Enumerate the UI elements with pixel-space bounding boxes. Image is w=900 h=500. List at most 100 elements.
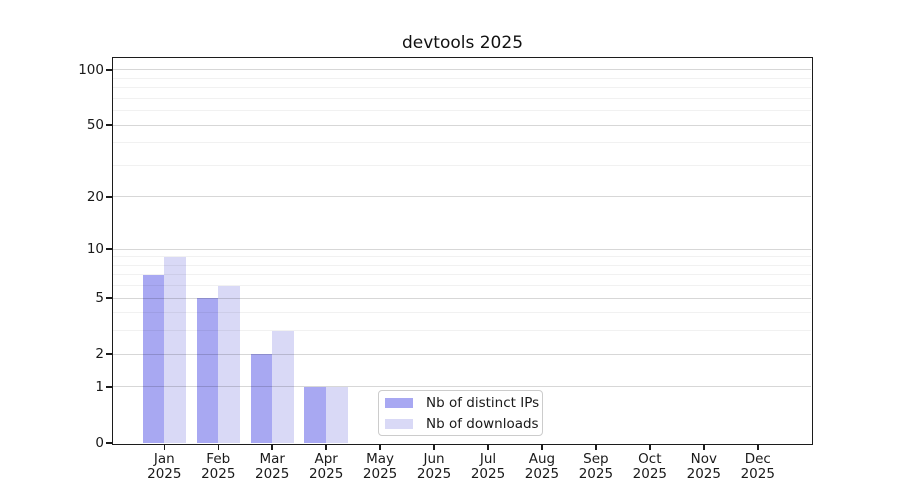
minor-gridline-30 bbox=[113, 164, 811, 166]
major-gridline-1 bbox=[113, 386, 811, 388]
major-gridline-2 bbox=[113, 353, 811, 355]
y-tick-label-10: 10 bbox=[86, 241, 104, 258]
legend-label-distinct-ips: Nb of distinct IPs bbox=[426, 394, 540, 411]
x-tick-month: Sep bbox=[583, 451, 609, 467]
x-tick-label-10: Oct 2025 bbox=[608, 452, 692, 482]
legend-item-distinct-ips: Nb of distinct IPs bbox=[385, 395, 539, 411]
bar-downloads-mar-2025 bbox=[272, 330, 294, 443]
x-tick-month: Aug bbox=[528, 451, 556, 467]
x-axis-tick-8 bbox=[541, 444, 543, 450]
x-tick-year: 2025 bbox=[201, 466, 236, 482]
x-tick-label-3: Mar 2025 bbox=[230, 452, 314, 482]
x-tick-month: Mar bbox=[259, 451, 285, 467]
minor-gridline-3 bbox=[113, 330, 811, 332]
major-gridline-100 bbox=[113, 69, 811, 71]
x-tick-year: 2025 bbox=[470, 466, 506, 482]
x-tick-month: May bbox=[366, 451, 395, 467]
x-tick-month: Jan bbox=[153, 451, 175, 467]
minor-gridline-8 bbox=[113, 264, 811, 266]
minor-gridline-80 bbox=[113, 87, 811, 89]
x-tick-year: 2025 bbox=[578, 466, 614, 482]
minor-gridline-7 bbox=[113, 274, 811, 276]
y-axis-tick-0 bbox=[106, 442, 113, 444]
x-tick-month: Apr bbox=[314, 451, 338, 467]
minor-gridline-40 bbox=[113, 142, 811, 144]
y-tick-label-1: 1 bbox=[95, 378, 104, 395]
x-tick-label-6: Jun 2025 bbox=[392, 452, 476, 482]
x-tick-label-11: Nov 2025 bbox=[662, 452, 746, 482]
x-axis-tick-9 bbox=[595, 444, 597, 450]
x-axis-tick-11 bbox=[703, 444, 705, 450]
x-tick-month: Nov bbox=[690, 451, 717, 467]
x-tick-year: 2025 bbox=[362, 466, 398, 482]
chart-title: devtools 2025 bbox=[401, 33, 524, 53]
x-axis-tick-1 bbox=[163, 444, 166, 450]
x-tick-year: 2025 bbox=[147, 466, 182, 482]
x-tick-label-8: Aug 2025 bbox=[500, 452, 584, 482]
major-gridline-10 bbox=[113, 248, 811, 250]
minor-gridline-70 bbox=[113, 97, 811, 99]
legend: Nb of distinct IPs Nb of downloads bbox=[378, 390, 543, 436]
y-axis-tick-50 bbox=[106, 124, 113, 126]
x-axis-tick-10 bbox=[649, 444, 651, 450]
x-tick-month: Dec bbox=[744, 451, 771, 467]
x-axis-tick-5 bbox=[379, 444, 381, 450]
x-tick-label-1: Jan 2025 bbox=[122, 452, 206, 482]
x-tick-label-4: Apr 2025 bbox=[284, 452, 368, 482]
major-gridline-20 bbox=[113, 196, 811, 198]
bar-downloads-feb-2025 bbox=[218, 285, 240, 443]
y-axis-tick-5 bbox=[106, 297, 113, 299]
bar-distinct-ips-jan-2025 bbox=[142, 274, 165, 443]
y-tick-label-100: 100 bbox=[78, 61, 104, 78]
x-axis-tick-12 bbox=[757, 444, 759, 450]
legend-item-downloads: Nb of downloads bbox=[385, 416, 539, 432]
major-gridline-50 bbox=[113, 124, 811, 126]
x-tick-month: Oct bbox=[638, 451, 662, 467]
x-tick-label-9: Sep 2025 bbox=[554, 452, 638, 482]
x-tick-year: 2025 bbox=[255, 466, 290, 482]
legend-swatch-downloads bbox=[385, 418, 413, 429]
x-tick-year: 2025 bbox=[524, 466, 560, 482]
y-axis-tick-1 bbox=[106, 386, 113, 388]
x-tick-month: Jun bbox=[423, 451, 445, 467]
x-axis-tick-7 bbox=[487, 444, 489, 450]
bar-distinct-ips-feb-2025 bbox=[196, 298, 219, 443]
x-tick-month: Jul bbox=[479, 451, 497, 467]
minor-gridline-6 bbox=[113, 285, 811, 287]
y-axis-tick-10 bbox=[106, 248, 113, 250]
x-tick-label-2: Feb 2025 bbox=[176, 452, 260, 482]
x-tick-label-7: Jul 2025 bbox=[446, 452, 530, 482]
legend-label-downloads: Nb of downloads bbox=[426, 415, 539, 432]
x-tick-year: 2025 bbox=[686, 466, 721, 482]
x-axis-tick-4 bbox=[325, 444, 327, 450]
x-tick-year: 2025 bbox=[632, 466, 668, 482]
y-axis-tick-100 bbox=[106, 69, 113, 71]
x-tick-label-5: May 2025 bbox=[338, 452, 422, 482]
x-axis-tick-2 bbox=[217, 444, 219, 450]
minor-gridline-90 bbox=[113, 77, 811, 79]
y-axis-tick-20 bbox=[106, 196, 113, 198]
y-tick-label-5: 5 bbox=[95, 290, 104, 307]
y-tick-label-50: 50 bbox=[86, 117, 104, 134]
x-axis-tick-3 bbox=[271, 444, 273, 450]
y-axis-tick-2 bbox=[106, 353, 113, 355]
y-tick-label-20: 20 bbox=[86, 188, 104, 205]
bar-downloads-apr-2025 bbox=[326, 386, 348, 443]
bar-downloads-jan-2025 bbox=[164, 256, 186, 443]
y-tick-label-0: 0 bbox=[95, 435, 104, 451]
x-axis-tick-6 bbox=[433, 444, 435, 450]
x-tick-year: 2025 bbox=[740, 466, 775, 482]
plot-area-frame bbox=[112, 56, 813, 445]
bar-distinct-ips-apr-2025 bbox=[304, 386, 327, 443]
legend-swatch-distinct-ips bbox=[385, 397, 413, 408]
x-tick-year: 2025 bbox=[308, 466, 344, 482]
minor-gridline-4 bbox=[113, 312, 811, 314]
bar-distinct-ips-mar-2025 bbox=[250, 354, 273, 443]
major-gridline-5 bbox=[113, 297, 811, 299]
x-tick-month: Feb bbox=[206, 451, 231, 467]
y-tick-label-2: 2 bbox=[95, 346, 104, 363]
minor-gridline-9 bbox=[113, 256, 811, 258]
minor-gridline-60 bbox=[113, 110, 811, 112]
x-tick-year: 2025 bbox=[416, 466, 452, 482]
